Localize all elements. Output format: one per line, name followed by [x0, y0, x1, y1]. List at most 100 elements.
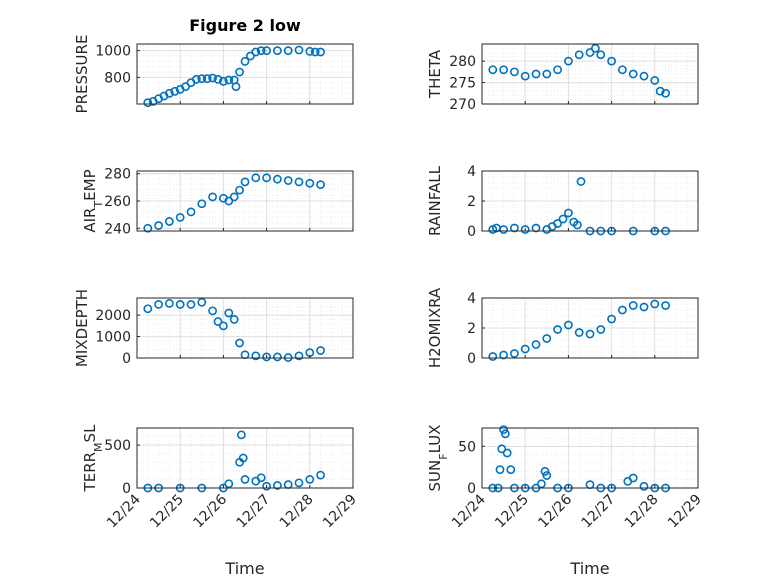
sun-flux-ytick-label: 50	[458, 439, 476, 455]
air-temp-point	[186, 207, 196, 217]
mixdepth-ytick-label: 0	[122, 351, 131, 367]
h2omixra-point	[553, 325, 562, 334]
h2omixra-point	[499, 350, 508, 360]
h2omixra-point	[488, 352, 498, 361]
sun-flux-xlabel: Time	[569, 559, 609, 578]
pressure-point	[164, 88, 174, 98]
air-temp-point	[305, 178, 315, 188]
terr-msl-xlabel: Time	[224, 559, 264, 578]
air-temp-point	[251, 173, 261, 183]
mixdepth-point	[175, 300, 185, 309]
h2omixra-point	[531, 340, 541, 349]
rainfall-ylabel: RAINFALL	[426, 165, 444, 236]
theta-point	[618, 65, 627, 75]
h2omixra-point	[596, 325, 606, 334]
pressure-point	[231, 82, 241, 92]
air-temp-point	[154, 221, 163, 230]
sun-flux-xtick-label: 12/29	[665, 492, 705, 532]
h2omixra-point	[564, 320, 573, 330]
rainfall-point	[531, 223, 541, 233]
sun-flux-point	[502, 448, 512, 458]
pressure-point	[294, 45, 304, 55]
sun-flux-xtick-label: 12/26	[535, 491, 575, 531]
theta-ytick-label: 275	[449, 76, 476, 92]
terr-msl-point	[305, 475, 315, 484]
theta-point	[542, 69, 552, 79]
h2omixra-point	[650, 299, 660, 309]
pressure-point	[283, 46, 293, 56]
terr-msl-point	[272, 481, 282, 490]
rainfall-point	[558, 214, 568, 224]
air-temp-point	[143, 223, 153, 233]
pressure-point	[224, 75, 234, 85]
air-temp-ytick-label: 280	[104, 167, 131, 183]
terr-msl-point	[256, 473, 266, 483]
air-temp-point	[164, 217, 174, 226]
h2omixra-point	[661, 301, 670, 310]
pressure-point	[191, 74, 201, 84]
theta-point	[564, 56, 573, 66]
mixdepth-point	[143, 304, 153, 314]
mixdepth-point	[213, 317, 223, 326]
pressure-point	[316, 47, 325, 57]
rainfall-ytick-label: 2	[467, 194, 476, 210]
sun-flux-xtick-label: 12/28	[622, 492, 662, 532]
sun-flux-point	[495, 465, 505, 475]
terr-msl-ylabel: TERRMSL	[81, 424, 105, 493]
terr-msl-point	[236, 430, 246, 440]
sun-flux-ytick-label: 0	[467, 481, 476, 497]
sun-flux-xtick-label: 12/25	[492, 492, 532, 532]
terr-msl-xtick-label: 12/25	[147, 492, 187, 532]
theta-ytick-label: 270	[449, 97, 476, 113]
sun-flux-point	[500, 429, 510, 439]
h2omixra-point	[510, 349, 519, 358]
rainfall-point	[573, 220, 582, 230]
terr-msl-xtick-label: 12/29	[320, 492, 360, 532]
mixdepth-point	[164, 298, 174, 308]
mixdepth-point	[316, 346, 325, 355]
theta-point	[661, 88, 670, 98]
sun-flux-point	[499, 425, 508, 435]
terr-msl-ytick-label: 0	[122, 481, 131, 497]
mixdepth-point	[262, 352, 271, 362]
theta-point	[655, 86, 665, 96]
pressure-point	[170, 86, 180, 96]
theta-point	[607, 56, 616, 66]
h2omixra-axes: 0 2 4 H2OMIXRA	[426, 287, 699, 368]
air-temp-ytick-label: 260	[104, 194, 131, 210]
sun-flux-point	[540, 466, 550, 476]
terr-msl-point	[240, 475, 250, 484]
theta-point	[488, 65, 498, 75]
sun-flux-ylabel: SUNFLUX	[426, 425, 450, 492]
theta-point	[553, 65, 562, 75]
theta-axes: 270 275 280 THETA	[426, 43, 699, 113]
terr-msl-ytick-label: 500	[104, 438, 131, 454]
air-temp-point	[208, 192, 217, 202]
air-temp-point	[224, 196, 234, 206]
terr-msl-xtick-label: 12/26	[190, 491, 230, 531]
pressure-point	[272, 46, 282, 56]
mixdepth-point	[229, 315, 239, 324]
pressure-point	[218, 76, 228, 86]
sun-flux-point	[639, 481, 649, 491]
mixdepth-point	[251, 351, 261, 361]
rainfall-point	[576, 177, 586, 186]
sun-flux-point	[628, 473, 638, 483]
air-temp-point	[294, 177, 304, 187]
sun-flux-point	[542, 471, 552, 480]
mixdepth-ylabel: MIXDEPTH	[73, 289, 91, 367]
h2omixra-ytick-label: 4	[467, 291, 476, 307]
air-temp-point	[272, 174, 282, 184]
pressure-point	[251, 47, 261, 57]
h2omixra-point	[574, 328, 584, 337]
pressure-ytick-label: 800	[104, 70, 131, 86]
pressure-point	[208, 73, 217, 83]
terr-msl-point	[262, 481, 271, 491]
theta-point	[585, 48, 595, 57]
h2omixra-point	[628, 301, 638, 310]
sun-flux-point	[497, 444, 507, 454]
pressure-point	[305, 46, 315, 56]
